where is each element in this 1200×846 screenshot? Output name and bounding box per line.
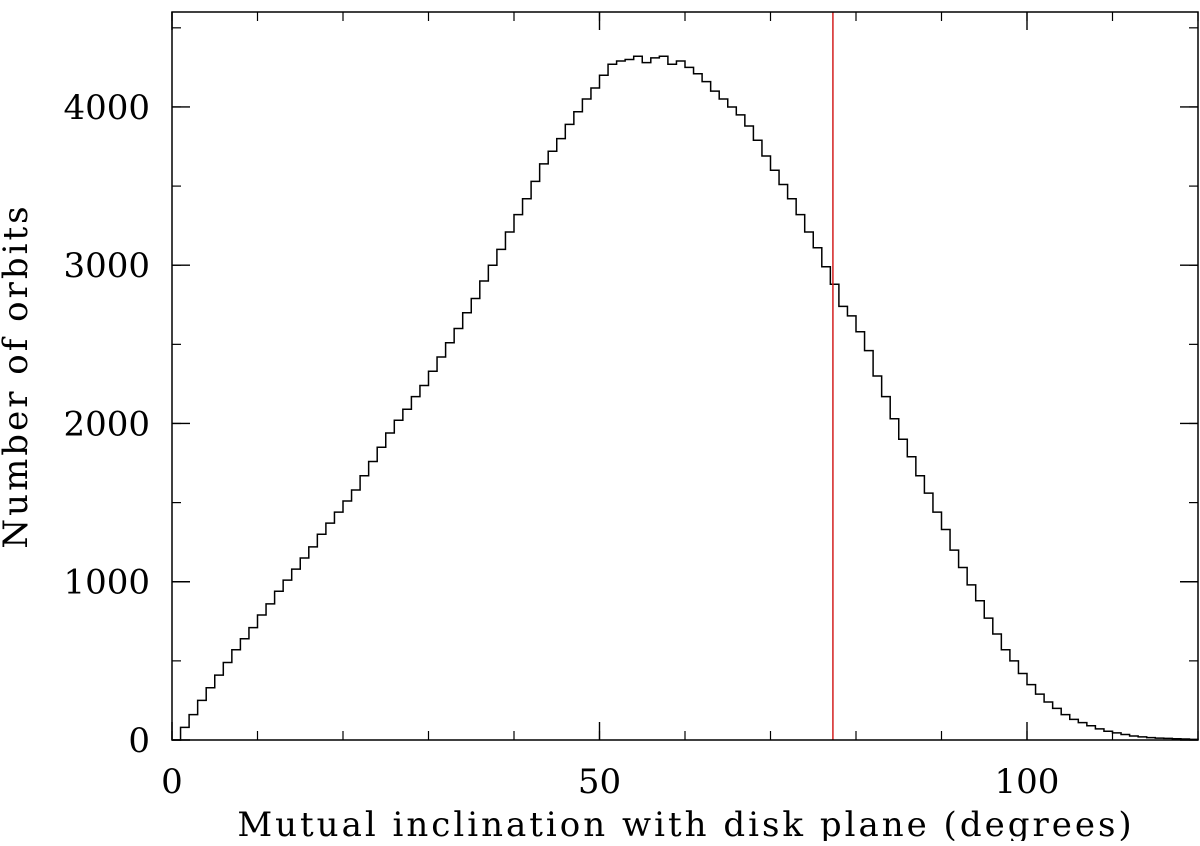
y-tick-label: 2000 [63,404,150,444]
y-tick-label: 1000 [63,563,150,603]
series-layer [172,55,1199,741]
x-tick-label: 50 [578,762,621,802]
major-ticks [171,12,1198,741]
histogram-series-line [172,55,1199,741]
minor-ticks [171,12,1199,741]
x-axis-label: Mutual inclination with disk plane (degr… [237,805,1134,841]
x-tick-label: 100 [995,762,1060,802]
plot-frame [171,11,1199,741]
y-tick-label: 0 [128,721,150,761]
y-tick-label: 3000 [63,246,150,286]
x-tick-label: 0 [161,762,183,802]
y-tick-label: 4000 [63,88,150,128]
y-axis-label: Number of orbits [0,203,36,548]
